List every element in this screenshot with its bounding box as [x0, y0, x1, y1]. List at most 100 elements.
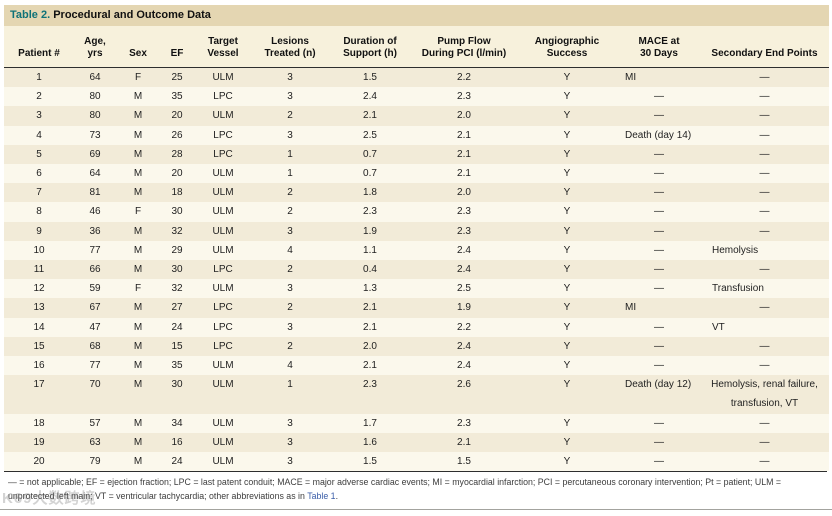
table-cell: 1.9 [363, 225, 377, 237]
table-cell: 2 [36, 91, 42, 103]
table-cell: ULM [212, 72, 234, 83]
table-cell: 11 [33, 264, 45, 276]
table-cell: — [759, 91, 770, 103]
table-cell: 16 [33, 360, 45, 372]
table-cell: ULM [212, 360, 234, 372]
table-cell: 2 [287, 206, 293, 218]
table-cell: — [759, 436, 770, 448]
table-cell: 2.4 [457, 360, 471, 372]
table-cell: 2.6 [457, 379, 471, 391]
table-cell: 68 [89, 340, 101, 352]
table-cell: 57 [89, 417, 101, 429]
table-cell: Y [563, 110, 571, 122]
table-cell: F [134, 283, 142, 295]
table-footnote: — = not applicable; EF = ejection fracti… [4, 471, 827, 503]
table-cell: 2 [287, 340, 293, 352]
table-cell: 1.5 [363, 456, 377, 468]
table-cell: 2 [287, 264, 293, 276]
table-cell: 34 [171, 417, 183, 429]
table-cell: LPC [213, 321, 233, 333]
table-cell: 63 [89, 436, 101, 448]
table-cell: 2.3 [363, 206, 377, 218]
table-cell: LPC [213, 148, 233, 160]
table-cell: M [133, 91, 143, 103]
table-row: 1 64 F 25 ULM 3 1.5 2.2 Y MI — [4, 67, 829, 88]
table-cell: 2 [287, 110, 293, 122]
table-2-procedural-outcome-data: Table 2. Procedural and Outcome Data Pat… [4, 5, 829, 503]
table-cell: 2 [287, 187, 293, 199]
table-cell: 2.3 [457, 225, 471, 237]
table-cell: 64 [89, 72, 101, 83]
footnote-text: — = not applicable; EF = ejection fracti… [8, 477, 782, 501]
table-cell: ULM [212, 417, 234, 429]
column-header: Age, yrs [74, 26, 116, 68]
table-cell: — [654, 360, 664, 372]
table-cell: Y [563, 264, 571, 276]
table-cell: 29 [171, 244, 183, 256]
table-row: 6 64 M 20 ULM 1 0.7 2.1 Y — — [4, 164, 829, 184]
table-cell: 24 [171, 321, 183, 333]
column-header: Target Vessel [194, 26, 252, 68]
table-cell: — [654, 206, 664, 218]
table-cell: 2.0 [363, 340, 377, 352]
table-cell: 1.6 [363, 436, 377, 448]
table-cell: 0.7 [363, 168, 377, 180]
table-cell: Transfusion [712, 283, 764, 295]
table-cell: Y [563, 187, 571, 199]
table-cell: ULM [212, 436, 234, 448]
table-cell: 35 [171, 91, 183, 103]
table1-link[interactable]: Table 1 [307, 490, 336, 501]
table-row: 15 68 M 15 LPC 2 2.0 2.4 Y — — [4, 336, 829, 357]
table-cell: M [133, 225, 143, 237]
table-cell: 81 [89, 187, 101, 199]
table-cell: 70 [89, 379, 101, 391]
table-row: 19 63 M 16 ULM 3 1.6 2.1 Y — — [4, 432, 829, 453]
table-cell: 32 [171, 283, 183, 295]
table-cell: 1 [287, 148, 293, 160]
table-cell: Y [563, 129, 571, 141]
column-header: Angiographic Success [516, 26, 618, 68]
table-cell: Y [563, 360, 571, 372]
table-cell: 3 [287, 436, 293, 448]
table-cell: 3 [287, 225, 293, 237]
table-cell: — [759, 264, 770, 276]
table-cell: 26 [171, 129, 183, 141]
table-cell: — [759, 72, 770, 83]
table-cell: 2.4 [457, 244, 471, 256]
table-cell: — [654, 168, 664, 180]
table-cell: M [133, 360, 143, 372]
table-cell: — [759, 148, 770, 160]
table-row: 9 36 M 32 ULM 3 1.9 2.3 Y — — [4, 221, 829, 241]
table-cell: M [133, 244, 143, 256]
table-cell: — [759, 340, 770, 352]
table-cell: Death (day 14) [625, 129, 692, 141]
table-cell: 1.5 [363, 72, 377, 83]
table-cell: 18 [171, 187, 183, 199]
table-cell: — [759, 302, 770, 314]
table-body: 1 64 F 25 ULM 3 1.5 2.2 Y MI —2 80 M 35 LPC 3 2.4 2.3 Y — —3… [4, 67, 829, 472]
table-cell: 17 [33, 379, 45, 391]
table-cell: 30 [171, 264, 183, 276]
column-header: Sex [116, 26, 160, 68]
table-cell: Y [563, 91, 571, 103]
table-cell: ULM [212, 206, 234, 218]
table-cell: ULM [212, 225, 234, 237]
table-cell: — [654, 225, 664, 237]
table-row: 3 80 M 20 ULM 2 2.1 2.0 Y — — [4, 106, 829, 126]
table-cell: 2.1 [457, 168, 471, 180]
table-cell: 5 [36, 148, 42, 160]
table-cell: 1.8 [363, 187, 377, 199]
table-cell: ULM [212, 168, 234, 180]
table-cell: 4 [287, 360, 293, 372]
table-cell: LPC [213, 91, 233, 103]
table-cell: ULM [212, 244, 234, 256]
table-cell: 20 [171, 110, 183, 122]
table-cell: Y [563, 379, 571, 391]
table-cell: Y [563, 225, 571, 237]
table-cell: LPC [213, 129, 233, 141]
table-number: Table 2. [10, 9, 51, 21]
table-cell: 1.9 [457, 302, 471, 314]
table-cell: 2.5 [457, 283, 471, 295]
table-cell: 2.0 [457, 110, 471, 122]
table-cell: 2.1 [363, 302, 377, 314]
